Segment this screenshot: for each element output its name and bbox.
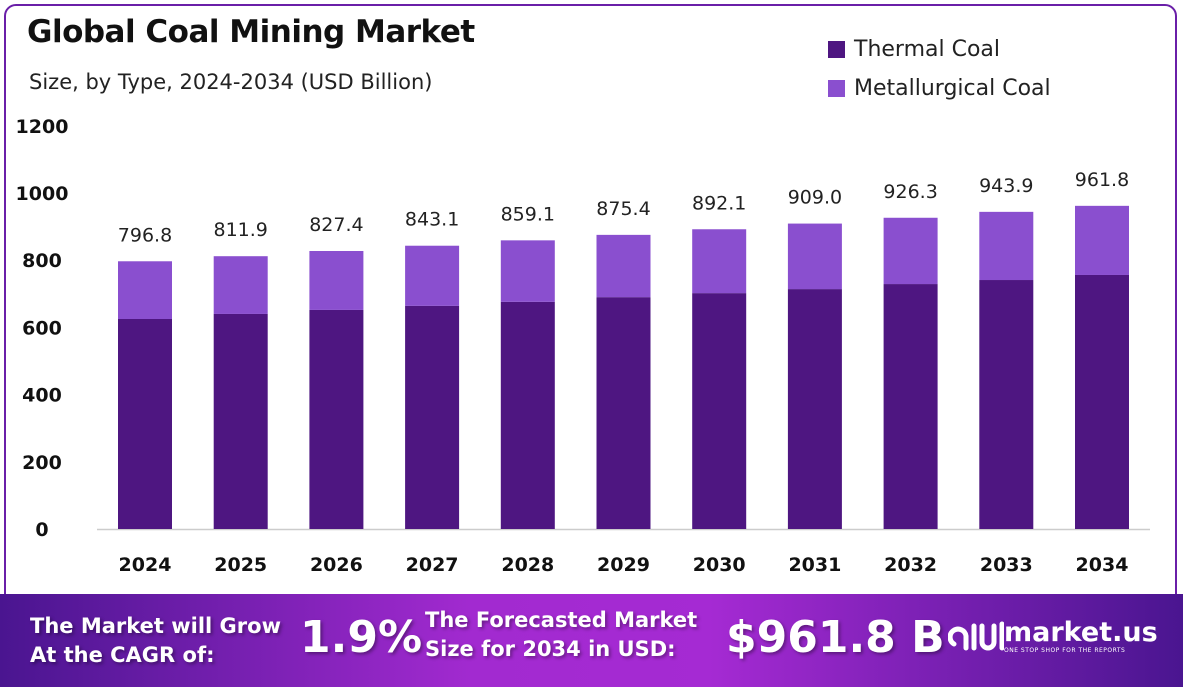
y-tick-label: 200 — [22, 452, 62, 474]
bar-metallurgical-2034 — [1075, 205, 1129, 275]
legend-label-metallurgical: Metallurgical Coal — [854, 76, 1051, 101]
bar-thermal-2030 — [692, 293, 747, 529]
bar-thermal-2033 — [979, 280, 1034, 529]
x-tick-label-2031: 2031 — [788, 554, 841, 576]
x-tick-label-2027: 2027 — [406, 554, 459, 576]
brand-tagline: ONE STOP SHOP FOR THE REPORTS — [1004, 646, 1126, 654]
y-tick-label: 1200 — [16, 116, 69, 138]
bar-thermal-2026 — [309, 309, 364, 529]
bar-metallurgical-2033 — [979, 211, 1034, 281]
chart-subtitle: Size, by Type, 2024-2034 (USD Billion) — [29, 70, 433, 94]
chart-title: Global Coal Mining Market — [27, 14, 475, 50]
total-label-2032: 926.3 — [883, 181, 937, 203]
cagr-label-line2: At the CAGR of: — [30, 643, 215, 667]
bar-thermal-2028 — [500, 301, 555, 529]
x-tick-label-2033: 2033 — [980, 554, 1033, 576]
y-tick-label: 400 — [22, 385, 62, 407]
bar-metallurgical-2031 — [787, 223, 842, 290]
cagr-value: 1.9% — [300, 612, 423, 663]
bar-thermal-2027 — [405, 305, 460, 529]
bar-metallurgical-2029 — [596, 234, 651, 298]
bar-metallurgical-2026 — [309, 250, 364, 310]
cagr-label-line1: The Market will Grow — [30, 614, 281, 638]
legend-swatch-thermal — [828, 41, 845, 58]
y-tick-label: 800 — [22, 250, 62, 272]
legend: Thermal Coal Metallurgical Coal — [828, 30, 1051, 108]
legend-item-metallurgical: Metallurgical Coal — [828, 69, 1051, 108]
legend-label-thermal: Thermal Coal — [854, 37, 1001, 62]
brand-name: market.us — [1004, 616, 1158, 648]
forecast-value: $961.8 B — [726, 612, 945, 663]
footer-banner: The Market will Grow At the CAGR of: 1.9%… — [0, 594, 1183, 687]
legend-swatch-metallurgical — [828, 80, 845, 97]
bar-metallurgical-2027 — [405, 245, 460, 306]
y-tick-label: 0 — [35, 519, 48, 541]
forecast-label: The Forecasted Market Size for 2034 in US… — [425, 606, 697, 664]
x-tick-label-2025: 2025 — [214, 554, 267, 576]
bar-metallurgical-2025 — [213, 256, 268, 314]
x-tick-label-2024: 2024 — [119, 554, 172, 576]
x-tick-label-2034: 2034 — [1076, 554, 1129, 576]
total-label-2033: 943.9 — [979, 175, 1033, 197]
total-label-2029: 875.4 — [596, 198, 650, 220]
x-tick-label-2028: 2028 — [501, 554, 554, 576]
x-tick-label-2026: 2026 — [310, 554, 363, 576]
forecast-label-line2: Size for 2034 in USD: — [425, 637, 676, 661]
total-label-2031: 909.0 — [788, 187, 842, 209]
total-label-2030: 892.1 — [692, 192, 746, 214]
total-label-2024: 796.8 — [118, 224, 172, 246]
total-label-2027: 843.1 — [405, 209, 459, 231]
bar-thermal-2031 — [787, 289, 842, 529]
x-tick-label-2032: 2032 — [884, 554, 937, 576]
bar-metallurgical-2028 — [500, 240, 555, 302]
cagr-label: The Market will Grow At the CAGR of: — [30, 612, 281, 670]
x-tick-label-2030: 2030 — [693, 554, 746, 576]
bar-thermal-2029 — [596, 297, 651, 529]
bar-thermal-2025 — [213, 313, 268, 529]
y-tick-label: 600 — [22, 317, 62, 339]
legend-item-thermal: Thermal Coal — [828, 30, 1051, 69]
bar-chart: 0 200 400 600 800 1000 1200 796.8 2024 811.9 2025 8… — [16, 116, 1150, 576]
bar-metallurgical-2024 — [118, 261, 172, 319]
market-us-logo-icon — [948, 621, 1004, 651]
bar-thermal-2034 — [1075, 274, 1129, 529]
total-label-2034: 961.8 — [1075, 169, 1129, 191]
bar-metallurgical-2032 — [883, 217, 938, 285]
brand-logo: market.us ONE STOP SHOP FOR THE REPORTS — [948, 616, 1158, 656]
bar-thermal-2024 — [118, 319, 172, 529]
total-label-2026: 827.4 — [309, 214, 363, 236]
bar-metallurgical-2030 — [692, 229, 747, 294]
total-label-2028: 859.1 — [501, 203, 555, 225]
x-tick-label-2029: 2029 — [597, 554, 650, 576]
bar-thermal-2032 — [883, 284, 938, 529]
total-label-2025: 811.9 — [213, 219, 267, 241]
forecast-label-line1: The Forecasted Market — [425, 608, 698, 632]
y-tick-label: 1000 — [16, 183, 69, 205]
